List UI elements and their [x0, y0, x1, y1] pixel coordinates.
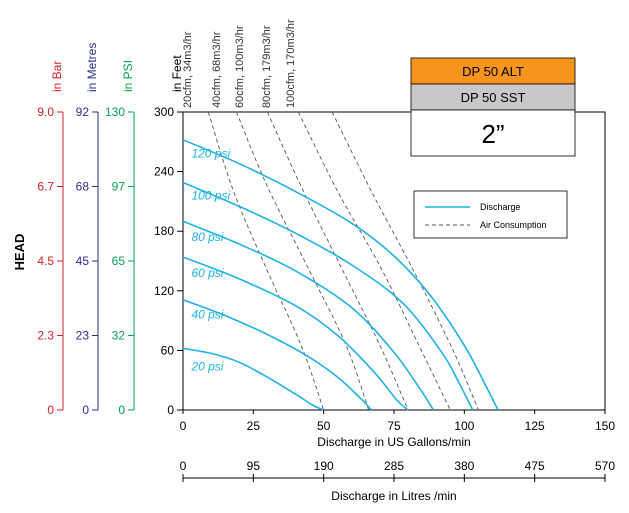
legend-box: [413, 190, 568, 239]
secondary-x-axis-ticks: 0 95 190 285 380 475 570: [180, 459, 615, 482]
x-tick-label-4: 100: [454, 419, 474, 433]
discharge-curve-labels: 120 psi 100 psi 80 psi 60 psi 40 psi 20 psi: [190, 147, 230, 374]
discharge-curve-5: [182, 347, 325, 411]
air-label-1: 40cfm, 68m3/hr: [211, 31, 223, 108]
y-tick-label-3-5: 0: [167, 403, 174, 417]
model-box-sst-label: DP 50 SST: [461, 90, 526, 105]
model-box-sst: [410, 83, 576, 111]
model-title-boxes: DP 50 ALT DP 50 SST 2”: [410, 57, 576, 157]
legend-discharge-label: Discharge: [480, 202, 521, 212]
x2-tick-label-4: 380: [454, 459, 474, 473]
air-label-3: 80cfm, 179m3/hr: [261, 25, 273, 108]
head-label: HEAD: [12, 234, 27, 271]
y-tick-label-1-2: 45: [76, 254, 90, 268]
x-axis-label: Discharge in US Gallons/min: [317, 435, 470, 449]
plot-frame: [182, 111, 606, 411]
model-box-alt: [410, 57, 576, 85]
y-axes: 9.0 6.7 4.5 2.3 0 in Bar 92 68 45 23 0 in Metres 130…: [37, 43, 184, 417]
discharge-curve-1: [182, 181, 474, 411]
air-curve-1: [236, 111, 370, 411]
discharge-curve-3: [182, 256, 409, 411]
x-axis-ticks: 0 25 50 75 100 125 150: [180, 410, 615, 433]
legend-air-label: Air Consumption: [480, 220, 547, 230]
x2-tick-label-6: 570: [595, 459, 615, 473]
x2-tick-label-0: 0: [180, 459, 187, 473]
air-label-2: 60cfm, 100m3/hr: [234, 25, 246, 108]
y-axis-title-0: in Bar: [50, 61, 64, 92]
y-tick-label-2-4: 0: [118, 403, 125, 417]
y-tick-label-3-0: 300: [154, 105, 174, 119]
y-tick-label-2-2: 65: [112, 254, 126, 268]
y-axis-title-1: in Metres: [85, 43, 99, 92]
model-box-size: [410, 109, 576, 157]
model-box-alt-label: DP 50 ALT: [462, 64, 524, 79]
y-axis-title-3: in Feet: [170, 55, 184, 92]
y-tick-label-1-0: 92: [76, 105, 90, 119]
air-label-0: 20cfm, 34m3/hr: [182, 31, 194, 108]
curve-label-4: 40 psi: [191, 308, 223, 322]
curve-label-1: 100 psi: [191, 188, 230, 202]
air-label-4: 100cfm, 170m3/hr: [285, 19, 297, 108]
y-tick-label-3-4: 60: [161, 343, 175, 357]
discharge-curve-2: [182, 220, 435, 411]
x2-tick-label-3: 285: [384, 459, 404, 473]
air-curve-0: [207, 111, 325, 411]
legend: Discharge Air Consumption: [413, 190, 568, 239]
y-tick-label-3-1: 240: [154, 165, 174, 179]
x2-tick-label-2: 190: [314, 459, 334, 473]
model-box-size-label: 2”: [481, 119, 504, 149]
y-axis-title-2: in PSI: [121, 60, 135, 92]
y-tick-label-0-1: 6.7: [37, 180, 54, 194]
y-tick-label-2-3: 32: [112, 329, 126, 343]
x2-tick-label-5: 475: [525, 459, 545, 473]
discharge-curve-0: [182, 139, 499, 411]
y-tick-label-1-1: 68: [76, 180, 90, 194]
curve-label-5: 20 psi: [190, 359, 223, 373]
secondary-x-axis-label: Discharge in Litres /min: [331, 489, 456, 503]
air-consumption-labels: 20cfm, 34m3/hr 40cfm, 68m3/hr 60cfm, 100m3…: [182, 19, 297, 108]
x-tick-label-3: 75: [387, 419, 401, 433]
discharge-curves: [182, 139, 499, 411]
y-tick-label-2-0: 130: [105, 105, 125, 119]
y-tick-label-1-4: 0: [82, 403, 89, 417]
y-tick-label-0-2: 4.5: [37, 254, 54, 268]
y-tick-label-0-4: 0: [47, 403, 54, 417]
y-tick-label-0-3: 2.3: [37, 329, 54, 343]
curve-label-0: 120 psi: [191, 147, 230, 161]
x-tick-label-2: 50: [317, 419, 331, 433]
x-tick-label-1: 25: [247, 419, 261, 433]
x2-tick-label-1: 95: [247, 459, 261, 473]
air-curve-4: [331, 111, 479, 411]
x-tick-label-5: 125: [525, 419, 545, 433]
air-consumption-curves: [207, 111, 479, 411]
y-tick-label-2-1: 97: [112, 180, 126, 194]
x-tick-label-0: 0: [180, 419, 187, 433]
y-tick-label-3-2: 180: [154, 224, 174, 238]
x-tick-label-6: 150: [595, 419, 615, 433]
air-curve-3: [297, 111, 451, 411]
y-tick-label-1-3: 23: [76, 329, 90, 343]
curve-label-3: 60 psi: [191, 266, 223, 280]
curve-label-2: 80 psi: [191, 230, 223, 244]
air-curve-2: [266, 111, 409, 411]
y-tick-label-0-0: 9.0: [37, 105, 54, 119]
y-tick-label-3-3: 120: [154, 284, 174, 298]
discharge-curve-4: [182, 298, 373, 411]
